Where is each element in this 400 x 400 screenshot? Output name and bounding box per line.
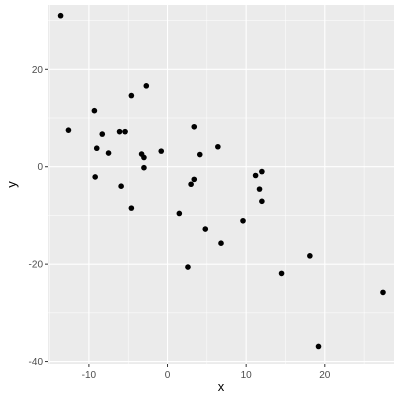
data-point <box>252 172 259 179</box>
data-point <box>185 264 191 270</box>
x-tick-label: 20 <box>319 370 331 381</box>
data-point <box>158 148 165 154</box>
minor-gridlines <box>48 5 394 364</box>
data-point <box>256 186 263 192</box>
data-point <box>259 168 265 175</box>
data-point <box>143 83 150 89</box>
major-gridlines <box>48 5 394 364</box>
y-axis: -40 -20 0 20 <box>29 65 48 368</box>
y-tick-label: -40 <box>29 357 44 368</box>
data-point <box>191 176 198 183</box>
data-point <box>65 127 72 133</box>
data-point <box>307 253 313 259</box>
panel-background <box>48 5 394 364</box>
data-point <box>176 210 183 217</box>
data-point <box>380 289 386 296</box>
data-point <box>105 150 112 156</box>
data-point <box>240 217 246 224</box>
data-point <box>93 145 100 152</box>
data-point <box>116 128 123 135</box>
x-tick-label: 10 <box>241 370 253 381</box>
data-point <box>196 151 203 158</box>
data-point <box>122 128 128 135</box>
data-point <box>315 343 322 350</box>
x-tick-label: -10 <box>82 370 97 381</box>
data-point <box>57 12 64 19</box>
data-point <box>128 205 135 211</box>
data-point <box>128 92 135 99</box>
x-tick-label: 0 <box>165 370 171 381</box>
data-point <box>141 154 147 161</box>
x-axis-title: x <box>218 379 225 394</box>
data-point <box>259 198 265 205</box>
data-point <box>91 107 98 114</box>
data-point <box>92 174 98 180</box>
data-point <box>118 183 124 190</box>
y-axis-title: y <box>4 181 19 188</box>
data-point <box>218 240 224 246</box>
y-tick-label: 0 <box>37 162 43 173</box>
y-tick-label: 20 <box>32 65 44 76</box>
data-point <box>188 181 194 188</box>
data-point <box>99 131 106 137</box>
data-point <box>215 143 221 150</box>
data-point <box>191 123 198 130</box>
data-point <box>278 270 285 277</box>
data-point <box>141 164 147 171</box>
y-tick-label: -20 <box>29 260 44 271</box>
x-axis: -10 0 10 20 <box>82 364 331 381</box>
data-points <box>57 12 386 350</box>
data-point <box>202 226 209 232</box>
